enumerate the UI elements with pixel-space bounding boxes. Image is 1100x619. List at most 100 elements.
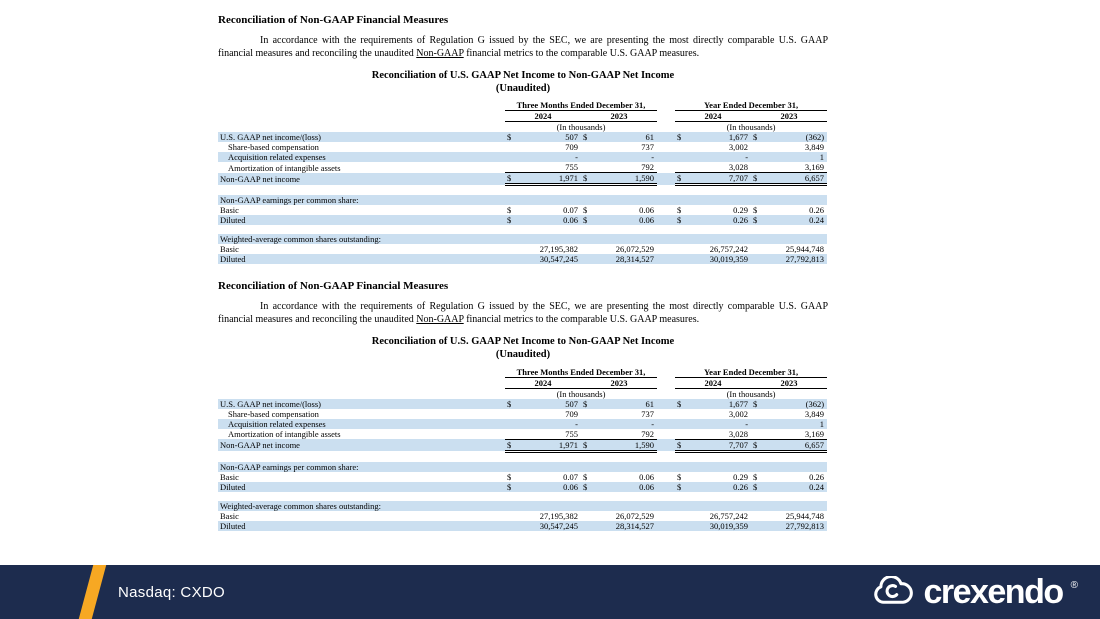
row-label: Non-GAAP net income [220, 173, 300, 184]
value-cell: 7,707 [689, 172, 752, 187]
group-gap-cell [657, 152, 675, 162]
value-cell: 3,028 [728, 428, 749, 439]
currency-cell: $ [507, 132, 512, 143]
value-cell: 0.24 [809, 215, 825, 226]
group-gap-cell [657, 132, 675, 142]
currency-cell: $ [677, 132, 682, 143]
table-row: Acquisition related expenses - - - 1 [218, 418, 828, 429]
currency-cell: $ [583, 132, 588, 143]
row-label: Amortization of intangible assets [228, 162, 341, 173]
currency-cell [675, 419, 689, 429]
value-cell: 26,072,529 [615, 510, 655, 521]
value-cell: 30,547,245 [539, 520, 578, 531]
reconciliation-section: Reconciliation of Non-GAAP Financial Mea… [218, 14, 828, 265]
table-row: Basic $0.07 $0.06 $0.29 $0.26 [218, 205, 827, 215]
value-cell: 3,169 [804, 162, 825, 173]
currency-cell [751, 429, 765, 440]
group-gap-cell [657, 388, 675, 399]
currency-cell [505, 244, 519, 254]
group-gap-cell [657, 409, 675, 419]
value-cell: 0.07 [563, 205, 578, 216]
row-label: Basic [220, 510, 239, 521]
currency-cell [581, 142, 595, 152]
value-cell: 3,849 [804, 142, 825, 153]
value-cell: 737 [641, 408, 655, 419]
currency-cell [505, 521, 519, 531]
currency-cell [581, 409, 595, 419]
currency-cell: $ [751, 172, 766, 187]
col-group-three-months: Three Months Ended December 31, [505, 366, 658, 378]
paragraph-text-before: In accordance with the requirements of R… [218, 35, 828, 59]
currency-cell [581, 429, 595, 440]
intro-paragraph: In accordance with the requirements of R… [218, 300, 828, 326]
value-cell: - [745, 418, 749, 429]
header-units-row: (In thousands) (In thousands) [218, 388, 827, 399]
value-cell: 1,971 [519, 438, 581, 453]
table-title: Reconciliation of U.S. GAAP Net Income t… [218, 69, 828, 95]
currency-cell: $ [583, 205, 588, 216]
value-cell: 30,019,359 [709, 520, 749, 531]
value-cell: 27,195,382 [539, 244, 578, 255]
value-cell: 0.26 [733, 481, 749, 492]
table-title: Reconciliation of U.S. GAAP Net Income t… [218, 335, 828, 361]
value-cell: 737 [641, 142, 655, 153]
value-cell: 25,944,748 [785, 510, 825, 521]
currency-cell [751, 511, 765, 521]
table-row: Share-based compensation 709 737 3,002 3,849 [218, 409, 827, 419]
value-cell: 755 [565, 162, 578, 173]
currency-cell: $ [677, 205, 682, 216]
header-empty-cell [218, 100, 505, 111]
currency-cell [751, 244, 765, 254]
table-row: Basic 27,195,382 26,072,529 26,757,242 25,94… [218, 511, 827, 521]
value-cell: 1 [819, 152, 825, 163]
currency-cell: $ [677, 471, 682, 482]
currency-cell: $ [583, 481, 588, 492]
table-title-line: Reconciliation of U.S. GAAP Net Income t… [371, 336, 675, 348]
currency-cell: $ [675, 438, 690, 453]
year-header: 2024 [505, 110, 581, 123]
currency-cell: $ [507, 471, 512, 482]
value-cell: - [651, 418, 655, 429]
currency-cell: $ [753, 215, 758, 226]
currency-cell: $ [507, 205, 512, 216]
paragraph-text-after: financial metrics to the comparable U.S.… [463, 48, 700, 59]
table-row: Non-GAAP earnings per common share: [218, 461, 828, 472]
row-label: Diluted [220, 520, 246, 531]
group-gap-cell [657, 399, 675, 409]
currency-cell [751, 521, 765, 531]
currency-cell: $ [581, 172, 595, 187]
value-cell: 25,944,748 [785, 244, 825, 255]
value-cell: 0.07 [563, 471, 578, 482]
header-group-row: Three Months Ended December 31, Year End… [218, 100, 828, 112]
table-title-line: Reconciliation of U.S. GAAP Net Income t… [371, 70, 675, 81]
group-gap-cell [657, 244, 675, 254]
row-label: Basic [220, 244, 239, 255]
footer-bar: Nasdaq: CXDO crexendo ® [0, 565, 1100, 619]
paragraph-text-after: financial metrics to the comparable U.S.… [463, 314, 700, 326]
group-gap-cell [657, 377, 675, 388]
currency-cell [675, 409, 689, 419]
registered-mark: ® [1070, 580, 1078, 591]
value-cell: 1,590 [595, 172, 658, 187]
value-cell: 3,169 [804, 428, 825, 439]
value-cell: 27,792,813 [785, 254, 825, 265]
header-empty-cell [218, 377, 505, 388]
currency-cell: $ [751, 438, 766, 453]
value-cell: 0.06 [639, 205, 655, 216]
value-cell: 6,657 [765, 438, 828, 453]
year-header: 2023 [581, 377, 658, 389]
currency-cell [675, 429, 689, 440]
currency-cell: $ [677, 481, 682, 492]
currency-cell [581, 152, 595, 162]
currency-cell [505, 409, 519, 419]
group-gap-cell [657, 162, 675, 173]
group-gap-cell [657, 472, 675, 482]
currency-cell [751, 419, 765, 429]
paragraph-text-before: In accordance with the requirements of R… [218, 301, 828, 326]
table-row: Diluted 30,547,245 28,314,527 30,019,359 27,… [218, 520, 828, 531]
header-units-row: (In thousands) (In thousands) [218, 122, 827, 133]
year-header: 2023 [751, 110, 828, 123]
row-label: Amortization of intangible assets [228, 428, 341, 439]
group-gap-cell [657, 511, 675, 521]
